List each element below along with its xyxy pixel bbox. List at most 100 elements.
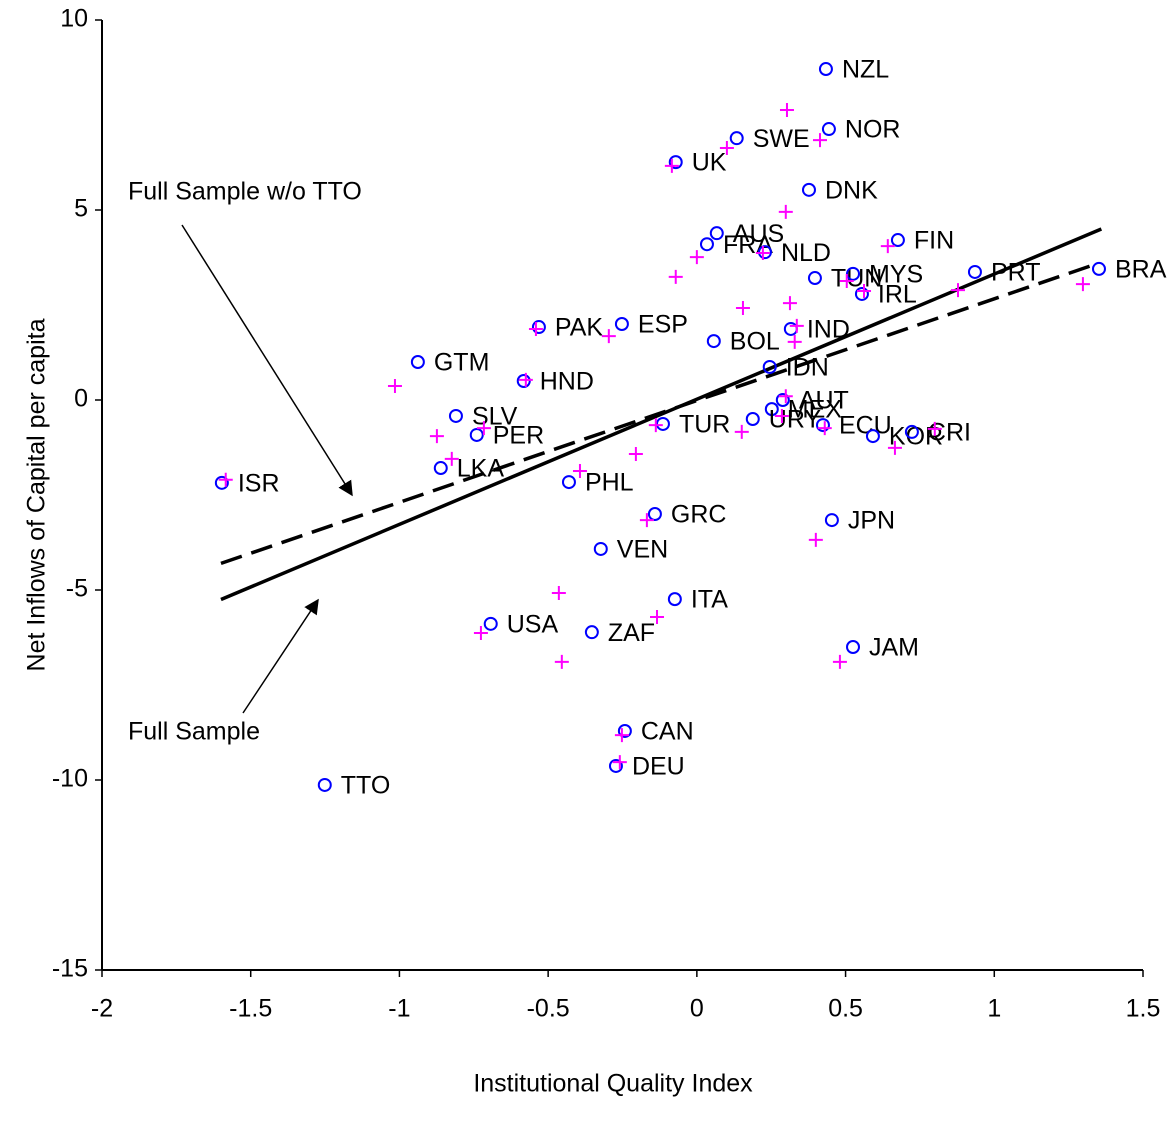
- point-label: AUT: [799, 387, 849, 415]
- point: [469, 427, 484, 442]
- point: [214, 475, 229, 490]
- point: [755, 245, 770, 260]
- point: [483, 616, 498, 631]
- point: [735, 301, 750, 316]
- x-tick-label: 1.5: [1126, 995, 1161, 1023]
- point-label: JAM: [869, 634, 919, 662]
- point: [815, 418, 830, 433]
- point: [699, 237, 714, 252]
- point: [614, 317, 629, 331]
- x-tick-label: -1: [388, 995, 410, 1023]
- y-tick-label: -10: [52, 765, 88, 793]
- point: [789, 318, 804, 333]
- point-label: JPN: [848, 507, 895, 535]
- point: [551, 586, 566, 601]
- point: [812, 133, 827, 148]
- point: [818, 62, 833, 77]
- point: [554, 654, 569, 669]
- point: [410, 355, 425, 369]
- point-label: GRC: [671, 501, 727, 529]
- point-label: BRA: [1115, 256, 1167, 284]
- x-tick-label: -0.5: [527, 995, 570, 1023]
- point: [734, 424, 749, 439]
- point: [689, 250, 704, 265]
- point: [433, 461, 448, 476]
- point-label: PER: [493, 422, 544, 450]
- point-label: SWE: [753, 125, 810, 153]
- point: [927, 421, 942, 436]
- annotation: Full Sample w/o TTO: [128, 178, 362, 206]
- point-label: DNK: [825, 176, 878, 204]
- point: [1091, 261, 1106, 276]
- point: [593, 541, 608, 556]
- point: [1075, 277, 1090, 292]
- point: [709, 226, 724, 241]
- point-label: URY: [769, 406, 822, 434]
- point-label: ITA: [691, 586, 728, 614]
- point: [612, 755, 627, 770]
- point-label: PHL: [585, 469, 634, 497]
- y-tick-label: -15: [52, 955, 88, 983]
- point: [518, 372, 533, 387]
- point: [608, 758, 623, 773]
- x-tick-label: 1: [987, 995, 1001, 1023]
- point: [865, 429, 880, 444]
- point: [664, 158, 679, 173]
- x-axis-title: Institutional Quality Index: [473, 1070, 753, 1098]
- point-label: FRA: [723, 231, 773, 259]
- point: [628, 446, 643, 461]
- point: [617, 723, 632, 738]
- point-label: AUS: [733, 220, 784, 248]
- point: [774, 408, 789, 423]
- point: [476, 421, 491, 436]
- y-tick-label: 10: [60, 5, 88, 33]
- point: [648, 418, 663, 433]
- point: [950, 283, 965, 298]
- point-label: IND: [807, 316, 850, 344]
- point: [218, 472, 233, 487]
- point: [857, 283, 872, 298]
- point-label: MYS: [869, 260, 923, 288]
- point-label: USA: [507, 610, 559, 638]
- point: [729, 131, 744, 146]
- point: [614, 728, 629, 743]
- point: [764, 402, 779, 417]
- point: [719, 141, 734, 156]
- point: [655, 416, 670, 431]
- point: [528, 321, 543, 336]
- point-label: CAN: [641, 718, 694, 746]
- point: [706, 334, 721, 349]
- point: [880, 239, 895, 254]
- point: [473, 625, 488, 640]
- annotation-arrow: [181, 224, 353, 497]
- point-label: FIN: [914, 227, 954, 255]
- point: [572, 464, 587, 479]
- point-label: NZL: [842, 56, 889, 84]
- point-label: UK: [692, 149, 727, 177]
- point-label: NOR: [845, 116, 901, 144]
- point-label: HND: [540, 368, 594, 396]
- point: [778, 389, 793, 404]
- point: [561, 475, 576, 490]
- point: [668, 269, 683, 284]
- x-tick-label: 0: [690, 995, 704, 1023]
- point-label: ECU: [839, 412, 892, 440]
- x-tick-label: -1.5: [229, 995, 272, 1023]
- point: [846, 266, 861, 281]
- annotation-arrow: [242, 598, 319, 714]
- point: [444, 451, 459, 466]
- point: [387, 378, 402, 393]
- point-label: TUR: [679, 411, 730, 439]
- point: [516, 374, 531, 388]
- point: [762, 359, 777, 374]
- point: [807, 271, 822, 286]
- point-label: ZAF: [608, 619, 655, 647]
- point: [890, 233, 905, 248]
- point-label: ISR: [238, 469, 280, 497]
- point: [584, 625, 599, 640]
- point: [778, 204, 793, 219]
- point-label: MEX: [788, 396, 843, 424]
- point-label: DEU: [632, 753, 685, 781]
- y-tick-label: -5: [66, 575, 88, 603]
